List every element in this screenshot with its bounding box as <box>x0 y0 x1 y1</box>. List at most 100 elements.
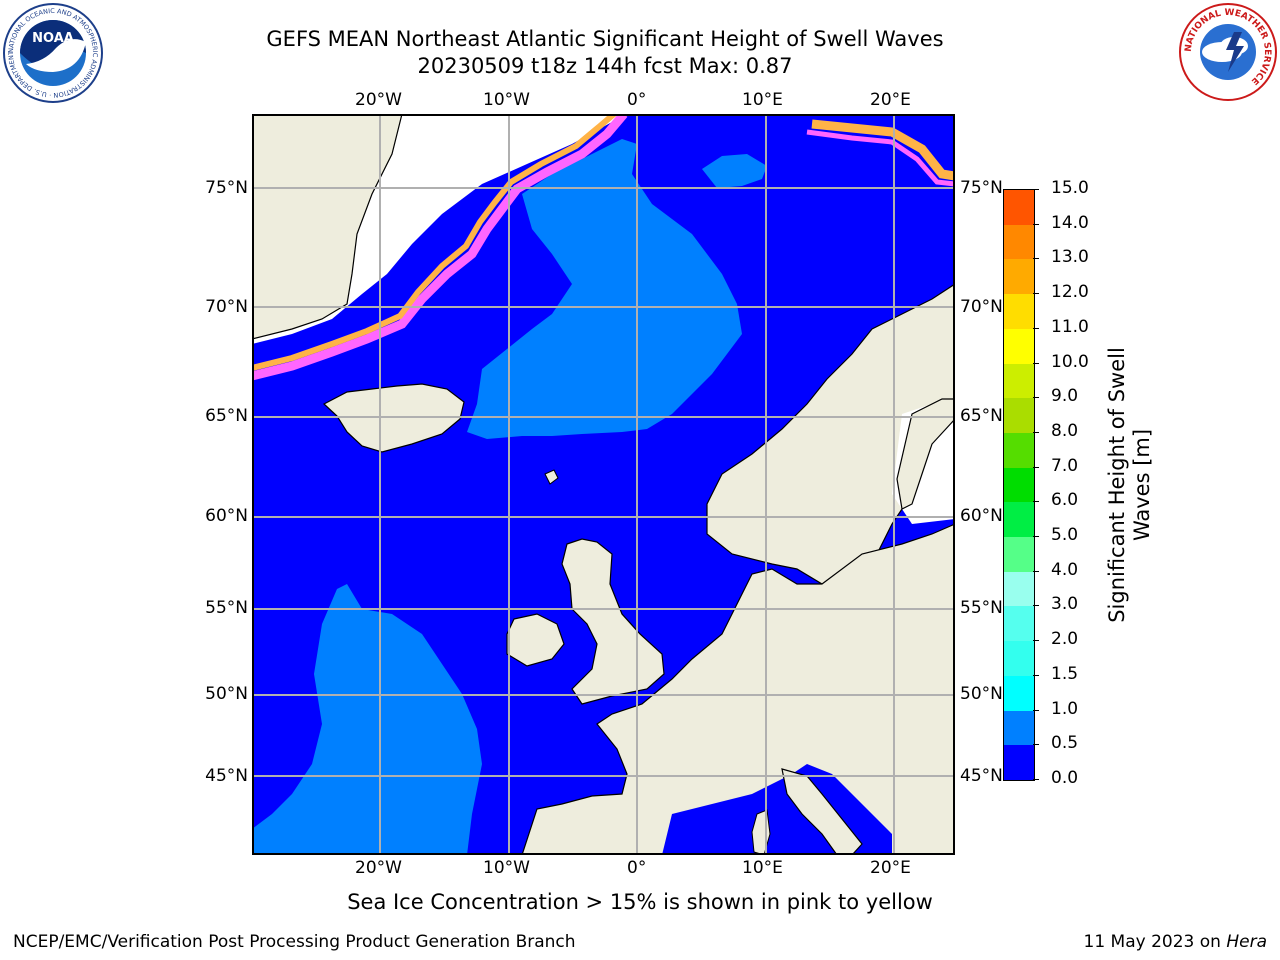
colorbar-segment <box>1004 224 1034 260</box>
land-great-britain <box>561 538 665 705</box>
land-greenland <box>252 114 403 340</box>
lon-label-bottom-0: 0° <box>627 858 647 878</box>
colorbar-tick-label: 13.0 <box>1051 247 1089 268</box>
sea-ice-note: Sea Ice Concentration > 15% is shown in … <box>347 890 933 914</box>
lat-label-left-75n: 75°N <box>205 178 248 198</box>
colorbar-tick-mark <box>1033 223 1039 225</box>
map-frame <box>252 114 955 855</box>
land-finland <box>896 398 955 510</box>
colorbar-tick-mark <box>1033 293 1039 295</box>
map <box>252 114 955 855</box>
colorbar-label: Significant Height of Swell Waves [m] <box>1105 347 1155 623</box>
lat-label-right-65n: 65°N <box>960 406 1003 426</box>
colorbar-tick-mark <box>1033 536 1039 538</box>
colorbar-tick-label: 3.0 <box>1051 594 1079 615</box>
colorbar-tick-mark <box>1033 570 1039 572</box>
colorbar-tick-mark <box>1033 709 1039 711</box>
sea-ice-edge-pink <box>252 114 628 381</box>
colorbar-segment <box>1004 397 1034 433</box>
chart-subtitle: 20230509 t18z 144h fcst Max: 0.87 <box>417 54 793 78</box>
land-continental-europe <box>521 523 955 855</box>
colorbar-tick-label: 4.0 <box>1051 559 1079 580</box>
lat-label-left-60n: 60°N <box>205 506 248 526</box>
lon-label-bottom-20w: 20°W <box>355 858 402 878</box>
lon-label-bottom-10w: 10°W <box>483 858 530 878</box>
lat-label-left-65n: 65°N <box>205 406 248 426</box>
colorbar-tick-label: 11.0 <box>1051 316 1089 337</box>
colorbar-ticks: 15.0 14.0 13.0 12.0 11.0 10.0 9.0 8.0 7.0 6.0 5.0 4… <box>1033 178 1126 788</box>
lat-label-left-55n: 55°N <box>205 598 248 618</box>
colorbar-tick-mark <box>1033 431 1039 433</box>
colorbar-tick-label: 8.0 <box>1051 420 1079 441</box>
colorbar-tick-mark <box>1033 327 1039 329</box>
colorbar-tick-label: 5.0 <box>1051 525 1079 546</box>
colorbar-tick-label: 12.0 <box>1051 282 1089 303</box>
nws-logo: NATIONAL WEATHER SERVICE <box>1179 3 1277 101</box>
colorbar-tick-mark <box>1033 744 1039 746</box>
lon-label-bottom-10e: 10°E <box>742 858 783 878</box>
colorbar-tick-label: 0.5 <box>1051 733 1079 754</box>
swell-region-atlantic-sw <box>252 584 482 855</box>
colorbar-tick-label: 14.0 <box>1051 212 1089 233</box>
colorbar-tick-label: 7.0 <box>1051 455 1079 476</box>
lat-label-right-50n: 50°N <box>960 684 1003 704</box>
noaa-logo-text: NOAA <box>32 31 74 46</box>
colorbar-segment <box>1004 189 1034 225</box>
footer-date: 11 May 2023 on <box>1083 932 1227 952</box>
colorbar-tick-mark <box>1033 640 1039 642</box>
colorbar-tick-label: 6.0 <box>1051 490 1079 511</box>
colorbar-label-line2: Waves [m] <box>1130 428 1154 542</box>
lat-label-right-60n: 60°N <box>960 506 1003 526</box>
lat-label-right-75n: 75°N <box>960 178 1003 198</box>
colorbar-tick-mark <box>1033 779 1039 780</box>
lat-label-left-45n: 45°N <box>205 766 248 786</box>
lon-label-top-20e: 20°E <box>870 90 911 110</box>
colorbar-tick-label: 1.5 <box>1051 663 1079 684</box>
colorbar-tick-mark <box>1033 258 1039 260</box>
colorbar-tick-mark <box>1033 466 1039 468</box>
footer-left: NCEP/EMC/Verification Post Processing Pr… <box>13 932 576 952</box>
lat-label-right-55n: 55°N <box>960 598 1003 618</box>
colorbar-segment <box>1004 293 1034 329</box>
colorbar-tick-mark <box>1033 362 1039 364</box>
footer-host: Hera <box>1226 932 1267 952</box>
lat-label-right-45n: 45°N <box>960 766 1003 786</box>
colorbar-segment <box>1004 501 1034 538</box>
colorbar-segment <box>1004 640 1034 676</box>
colorbar-tick-label: 15.0 <box>1051 178 1089 198</box>
colorbar-segment <box>1004 710 1034 746</box>
colorbar-segment <box>1004 571 1034 607</box>
lat-label-left-70n: 70°N <box>205 297 248 317</box>
colorbar-tick-label: 0.0 <box>1051 768 1079 788</box>
colorbar-tick-mark <box>1033 189 1039 190</box>
swell-region-barents <box>702 154 767 188</box>
colorbar <box>1003 189 1035 781</box>
footer-right: 11 May 2023 on Hera <box>1084 932 1268 952</box>
colorbar-tick-mark <box>1033 674 1039 676</box>
colorbar-tick-mark <box>1033 397 1039 399</box>
colorbar-tick-label: 1.0 <box>1051 698 1079 719</box>
colorbar-tick-label: 2.0 <box>1051 629 1079 650</box>
sea-ice-edge-svalbard <box>811 119 955 181</box>
colorbar-segment <box>1004 363 1034 399</box>
colorbar-tick-label: 9.0 <box>1051 386 1079 407</box>
colorbar-tick-mark <box>1033 605 1039 607</box>
lat-label-right-70n: 70°N <box>960 297 1003 317</box>
swell-region-norwegian-sea <box>467 139 742 439</box>
colorbar-segment <box>1004 605 1034 642</box>
colorbar-segment <box>1004 258 1034 295</box>
sea-ice-edge-orange <box>252 114 616 371</box>
graticule <box>252 114 955 855</box>
colorbar-label-line1: Significant Height of Swell <box>1105 347 1129 623</box>
colorbar-segment <box>1004 467 1034 503</box>
sea-ice-edge-svalbard-pink <box>806 129 955 187</box>
land-faroes <box>544 469 559 485</box>
colorbar-tick-mark <box>1033 501 1039 503</box>
colorbar-segment <box>1004 328 1034 364</box>
chart-title: GEFS MEAN Northeast Atlantic Significant… <box>266 27 944 51</box>
land-ireland <box>506 613 565 667</box>
lon-label-bottom-20e: 20°E <box>870 858 911 878</box>
colorbar-segment <box>1004 432 1034 468</box>
lon-label-top-10e: 10°E <box>742 90 783 110</box>
noaa-logo: NATIONAL OCEANIC AND ATMOSPHERIC ADMINIS… <box>2 2 103 103</box>
